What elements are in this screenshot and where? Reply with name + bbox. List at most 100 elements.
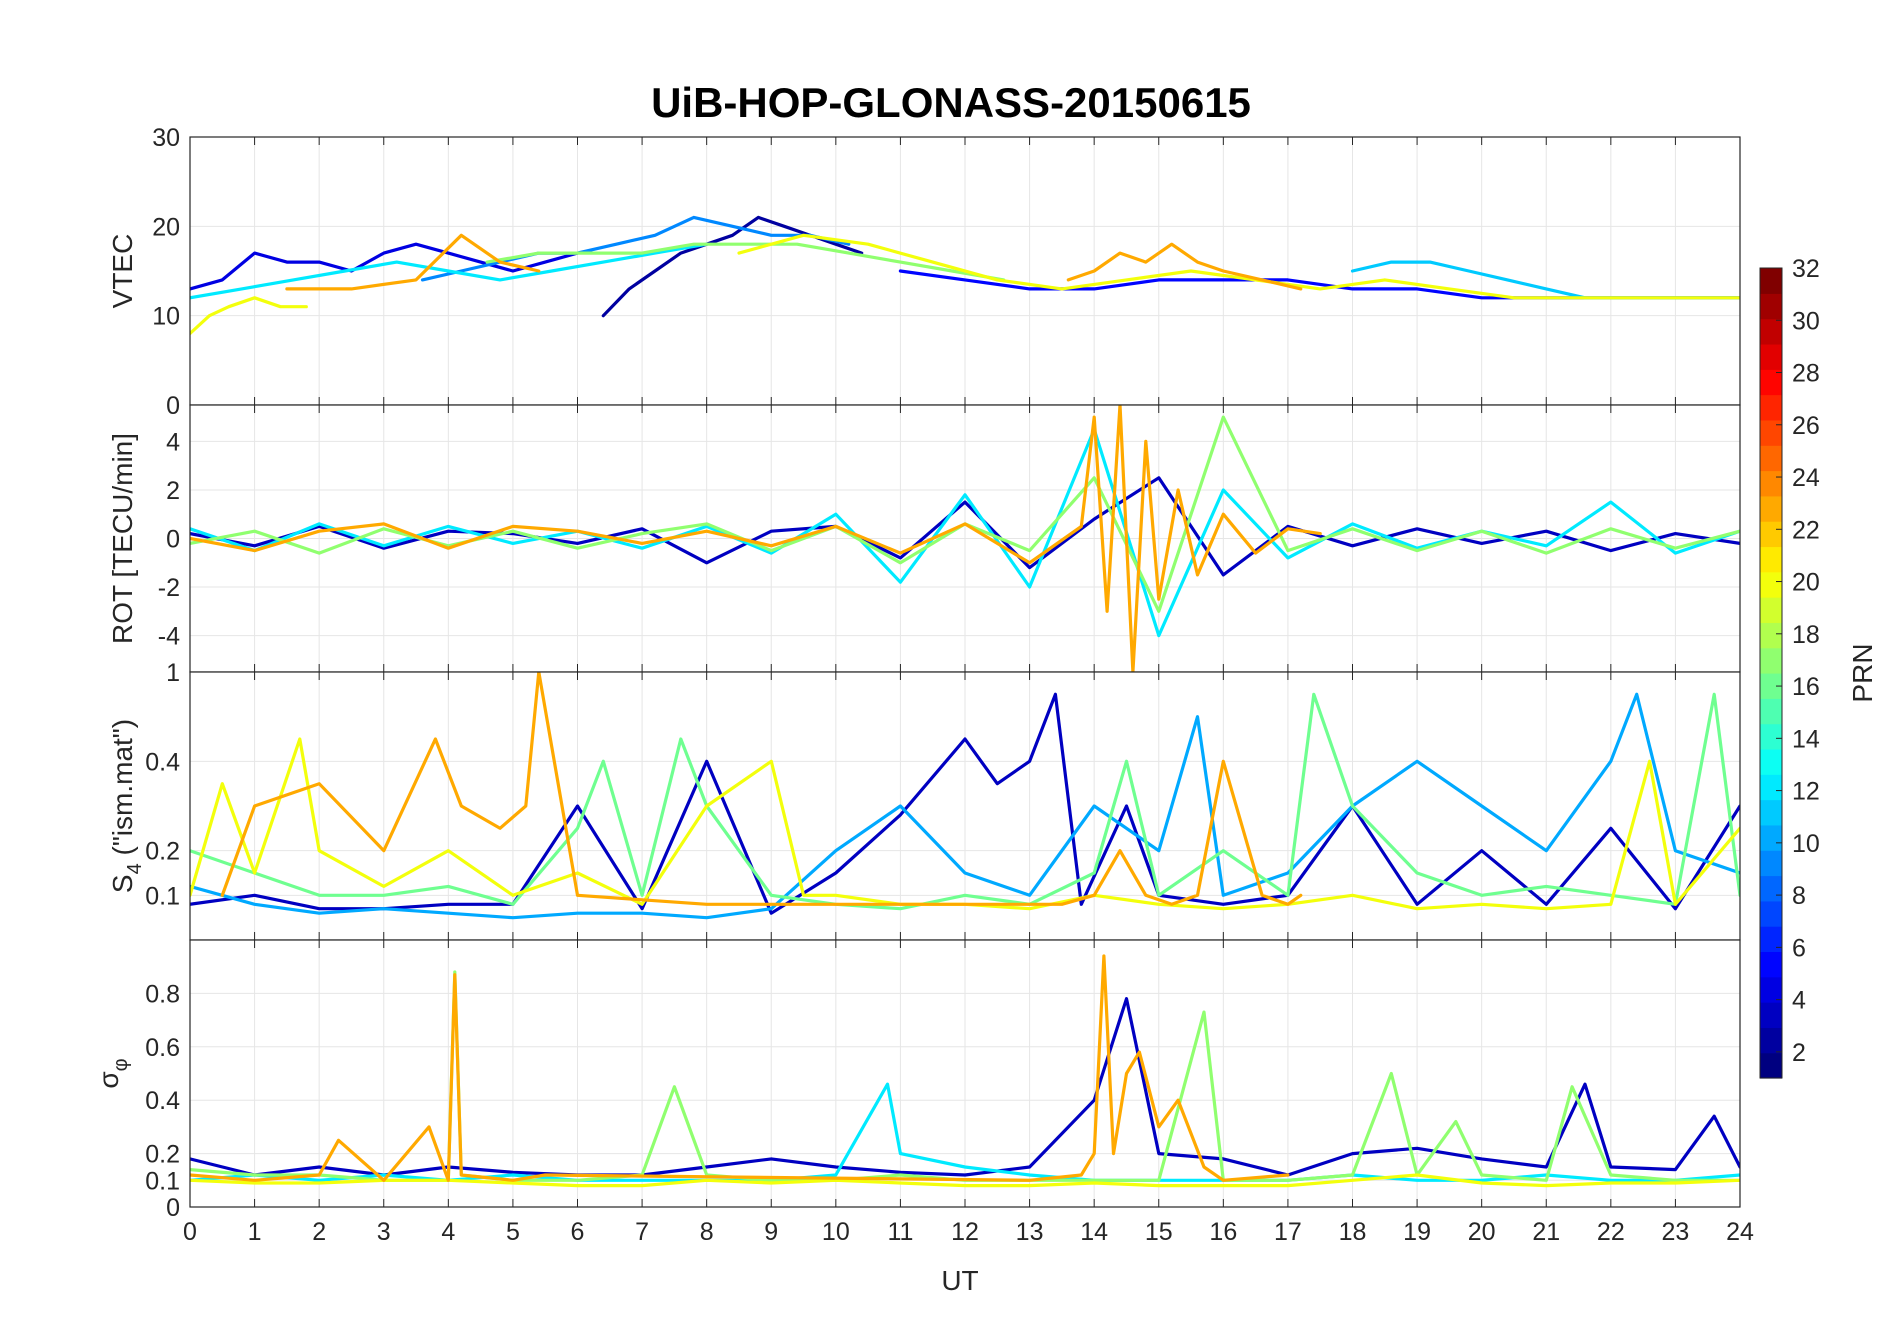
colorbar-tick-label: 2 [1792,1039,1806,1067]
panel-4: 00.10.2 0.4 0.6 0.8 σφ [93,939,1741,1222]
y-tick-label: 0 [166,392,180,420]
y-tick-label: 0.6 [145,1034,180,1062]
x-tick-label: 19 [1403,1218,1431,1246]
x-tick-label: 12 [951,1218,979,1246]
series-group [190,215,1740,336]
colorbar-tick-label: 14 [1792,725,1820,753]
colorbar-tick-label: 18 [1792,621,1820,649]
panel-2: -4 -2 0 2 4 ROT [TECU/min] [107,404,1741,673]
colorbar-segment [1760,875,1782,902]
x-tick-label: 20 [1468,1218,1496,1246]
series-line-prn-12 [190,242,709,300]
y-tick-label: 0 [166,1194,180,1222]
colorbar-segment [1760,748,1782,775]
colorbar-frame [1759,267,1783,1079]
x-tick-label: 22 [1597,1218,1625,1246]
colorbar-segment [1760,1002,1782,1028]
y-tick-label: -4 [158,623,180,651]
colorbar-segment [1760,850,1782,877]
colorbar-segment [1760,1052,1782,1079]
colorbar-label: PRN [1847,643,1878,702]
colorbar-segment [1760,926,1782,953]
colorbar-segment [1760,394,1782,421]
colorbar-segment [1760,445,1782,472]
y-axis-label: ROT [TECU/min] [107,433,138,644]
series-line-prn-3 [190,476,1740,577]
x-tick-label: 11 [887,1218,913,1246]
y-axis-label: VTEC [107,234,138,309]
colorbar-tick-label: 12 [1792,778,1820,806]
series-group [190,954,1740,1188]
colorbar-tick-label: 8 [1792,882,1806,910]
colorbar-segment [1760,976,1782,1003]
x-tick-label: 10 [822,1218,850,1246]
x-tick-label: 15 [1145,1218,1173,1246]
series-line-prn-23 [190,954,1290,1182]
x-tick-label: 8 [700,1218,714,1246]
x-tick-label: 0 [183,1218,197,1246]
series-line-prn-3 [190,692,1740,915]
colorbar-tick-label: 32 [1792,255,1820,283]
colorbar-segment [1760,521,1782,548]
y-axis-label: S4 ("ism.mat") [107,719,146,893]
x-tick-label: 18 [1339,1218,1367,1246]
colorbar-segment [1760,900,1782,927]
y-tick-label: 4 [166,428,180,456]
x-tick-label: 6 [571,1218,585,1246]
y-axis-label: σφ [93,1058,132,1088]
x-tick-label: 13 [1016,1218,1044,1246]
series-line-prn-17 [485,242,1006,282]
colorbar-segment [1760,268,1782,294]
colorbar-segment [1760,1027,1782,1054]
series-line-prn-23 [220,672,1303,906]
y-tick-label: 30 [152,124,180,152]
colorbar-tick-label: 16 [1792,673,1820,701]
y-tick-label: 0.1 [145,882,180,910]
colorbar-segment [1760,597,1782,623]
series-line-prn-20 [190,296,308,336]
y-tick-label: 10 [152,303,180,331]
colorbar-tick-label: 28 [1792,360,1820,388]
colorbar-tick-label: 26 [1792,412,1820,440]
y-tick-label: 1 [166,659,180,687]
x-tick-label: 16 [1209,1218,1237,1246]
series-line-prn-9 [420,215,851,282]
series-group [190,405,1740,672]
colorbar-segment [1760,318,1782,345]
y-tick-label: 20 [152,213,180,241]
series-line-prn-4 [190,242,580,291]
x-tick-label: 23 [1662,1218,1690,1246]
y-tick-label: 0.4 [145,1087,180,1115]
series-line-prn-23 [285,233,541,291]
y-tick-label: 0.4 [145,748,180,776]
colorbar-tick-label: 30 [1792,307,1820,335]
colorbar-segment [1760,369,1782,396]
colorbar-segment [1760,571,1782,598]
series-line-prn-23 [190,405,1322,672]
colorbar-segment [1760,647,1782,674]
y-tick-label: 0.2 [145,838,180,866]
y-tick-label: 0 [166,526,180,554]
series-group [190,672,1740,920]
x-tick-label: 14 [1080,1218,1108,1246]
x-axis-label: UT [941,1265,978,1296]
x-tick-label: 3 [377,1218,391,1246]
colorbar-tick-label: 22 [1792,516,1820,544]
y-tick-label: 0.2 [145,1141,180,1169]
x-axis: 0 1 2 3 4 5 6 7 8 9 10 11 12 13 14 15 16 17 18 19 20 21 22 23 24 [183,1218,1754,1246]
colorbar-tick-label: 20 [1792,569,1820,597]
colorbar-segment [1760,343,1782,370]
x-tick-label: 1 [248,1218,262,1246]
colorbar-segment [1760,293,1782,320]
colorbar-tick-label: 4 [1792,987,1806,1015]
y-tick-label: 0.1 [145,1167,180,1195]
series-line-prn-10 [190,692,1740,920]
x-tick-label: 5 [506,1218,520,1246]
y-tick-label: 0.8 [145,980,180,1008]
colorbar-segment [1760,495,1782,522]
colorbar-segment [1760,723,1782,750]
y-tick-label: -2 [158,574,180,602]
